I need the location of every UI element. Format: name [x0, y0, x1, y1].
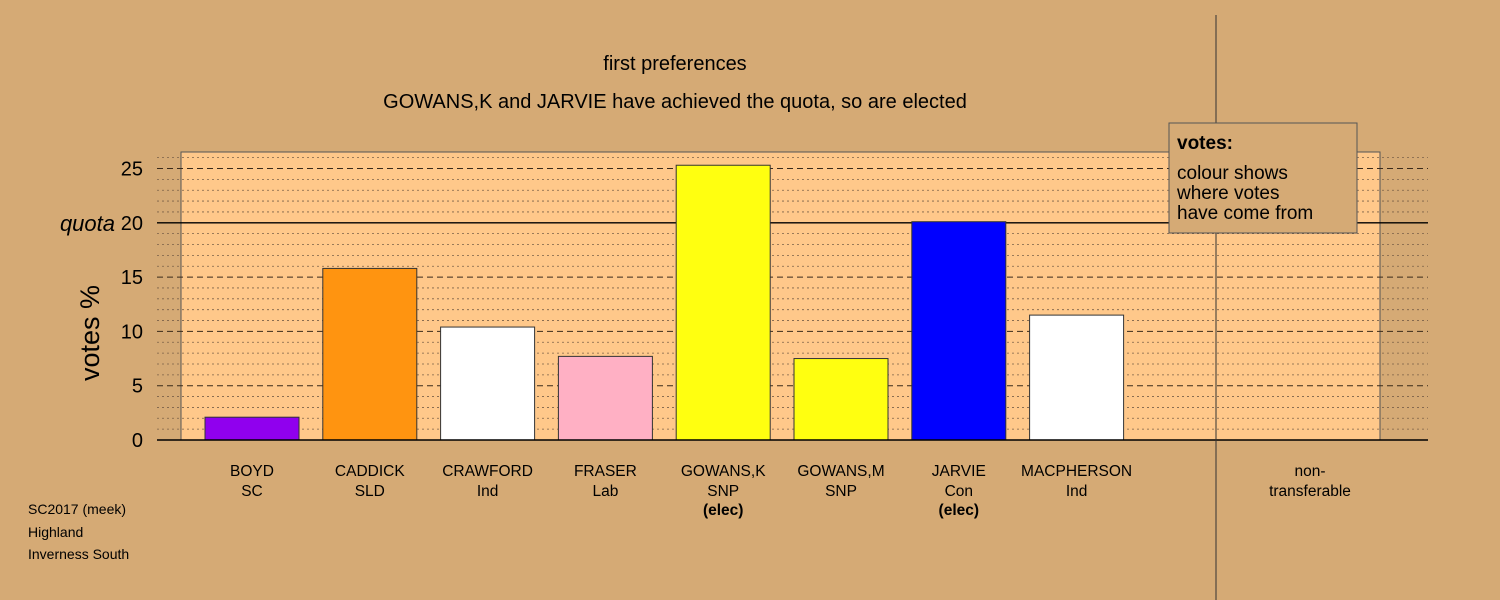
- candidate-name: GOWANS,K: [681, 463, 766, 480]
- footer: SC2017 (meek) Highland Inverness South: [28, 498, 129, 566]
- candidate-party: SNP: [825, 483, 857, 500]
- y-tick-label: 15: [121, 267, 143, 289]
- y-tick-label: 20: [121, 213, 143, 235]
- bar-crawford: [440, 326, 536, 441]
- candidate-party: SC: [241, 483, 263, 500]
- chart-subtitle: GOWANS,K and JARVIE have achieved the qu…: [383, 91, 967, 113]
- candidate-party: Ind: [477, 483, 499, 500]
- bar-caddick: [322, 267, 418, 441]
- candidate-party: Ind: [1066, 483, 1088, 500]
- bar-macpherson: [1029, 314, 1125, 441]
- y-tick-label: 5: [132, 376, 143, 398]
- y-tick-label: 25: [121, 159, 143, 181]
- bar-gowans-k: [675, 164, 771, 441]
- bar-boyd: [204, 416, 300, 441]
- candidate-status: (elec): [703, 502, 744, 519]
- candidate-name: GOWANS,M: [797, 463, 884, 480]
- quota-label: quota: [60, 211, 115, 236]
- bars: [204, 164, 1125, 441]
- y-tick-label: 0: [132, 430, 143, 452]
- candidate-name: JARVIE: [932, 463, 986, 480]
- legend-line-2: where votes: [1176, 183, 1279, 204]
- candidate-party: SLD: [355, 483, 385, 500]
- y-axis-label: votes %: [75, 285, 105, 381]
- legend-line-1: colour shows: [1177, 163, 1288, 184]
- candidate-party: Lab: [592, 483, 618, 500]
- x-labels: BOYD SC CADDICK SLD CRAWFORD Ind FRASER Lab GOWA…: [230, 463, 1351, 519]
- legend-line-3: have come from: [1177, 203, 1313, 224]
- bar-jarvie: [911, 221, 1007, 441]
- candidate-name: BOYD: [230, 463, 274, 480]
- bar-gowans-m: [793, 358, 889, 441]
- legend-box: [1168, 122, 1358, 234]
- footer-line-2: Highland: [28, 523, 84, 540]
- candidate-name: FRASER: [574, 463, 637, 480]
- candidate-name: MACPHERSON: [1021, 463, 1132, 480]
- y-tick-label: 10: [121, 321, 143, 343]
- footer-line-1: SC2017 (meek): [28, 501, 127, 517]
- bar-fraser: [557, 355, 653, 441]
- candidate-status: (elec): [939, 502, 980, 519]
- candidate-party: Con: [945, 483, 973, 500]
- legend-title: votes:: [1177, 133, 1233, 154]
- footer-line-3: Inverness South: [28, 546, 130, 562]
- legend: votes: colour shows where votes have com…: [1168, 122, 1358, 234]
- candidate-name: CRAWFORD: [442, 463, 533, 480]
- chart-title: first preferences: [603, 53, 746, 75]
- non-transferable-label-1: non-: [1294, 463, 1325, 480]
- non-transferable-label-2: transferable: [1269, 483, 1351, 500]
- candidate-name: CADDICK: [335, 463, 405, 480]
- candidate-party: SNP: [707, 483, 739, 500]
